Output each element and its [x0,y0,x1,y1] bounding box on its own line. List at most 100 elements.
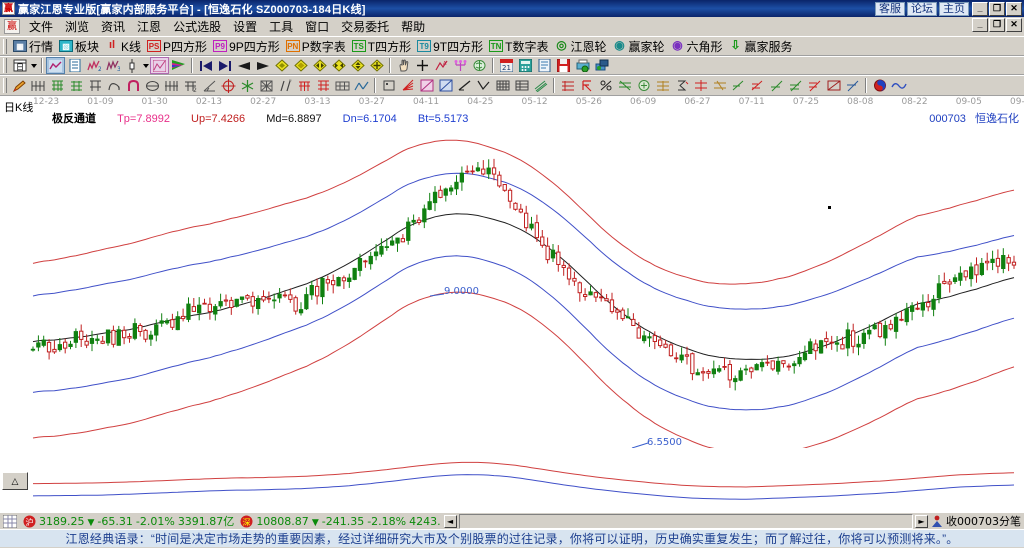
dropdown-arrow-icon[interactable] [141,57,150,74]
ladder-icon[interactable] [512,77,531,94]
slope-7-icon[interactable] [843,77,862,94]
hand-pan-icon[interactable] [394,57,413,74]
circle-gold-icon[interactable] [634,77,653,94]
toolbar-button-9t-square[interactable]: T9 9T四方形 [414,37,486,56]
toolbar-button-winner-wheel[interactable]: ◉ 赢家轮 [609,37,667,56]
wave-blue-icon[interactable] [889,77,908,94]
box-blue-icon[interactable] [436,77,455,94]
gann-angle-icon[interactable] [86,77,105,94]
curve-icon[interactable] [105,77,124,94]
maximize-button[interactable]: ❐ [989,1,1005,16]
reverse-icon[interactable] [577,77,596,94]
ellipse-icon[interactable] [143,77,162,94]
fib-red-1-icon[interactable] [295,77,314,94]
shrink-h-icon[interactable] [329,57,348,74]
toolbar-button-hexagon[interactable]: ◉ 六角形 [668,37,726,56]
matrix-icon[interactable] [493,77,512,94]
line-up-icon[interactable] [455,77,474,94]
print-icon[interactable] [573,57,592,74]
next-arrow-icon[interactable] [253,57,272,74]
menu-gann[interactable]: 江恩 [137,19,162,34]
indicator-a-icon[interactable]: 2 [84,57,103,74]
fib-red-2-icon[interactable] [314,77,333,94]
indicator-b-icon[interactable]: 3 [103,57,122,74]
toolbar-button-market[interactable]: ▦ 行情 [10,37,56,56]
toolbar-button-t-number-table[interactable]: TN T数字表 [486,37,551,56]
gold-band-icon[interactable] [710,77,729,94]
status-grid-icon[interactable] [0,514,20,528]
crosshair-plus-icon[interactable] [413,57,432,74]
toolbar-grip[interactable] [3,78,7,93]
menu-browse[interactable]: 浏览 [65,19,90,34]
chart-toggle-icon[interactable] [46,57,65,74]
star-icon[interactable] [238,77,257,94]
tree-mark-icon[interactable] [451,57,470,74]
gold-level-icon[interactable] [653,77,672,94]
mdi-minimize-button[interactable]: _ [972,18,988,32]
mdi-app-icon[interactable] [4,18,20,34]
menu-file[interactable]: 文件 [29,19,54,34]
menu-settings[interactable]: 设置 [233,19,258,34]
dropdown-arrow-icon[interactable] [29,57,38,74]
gann-box-1-icon[interactable] [48,77,67,94]
calendar-day-icon[interactable]: 日 [10,57,29,74]
level-icon[interactable] [615,77,634,94]
status-right-info[interactable]: 收000703分笔 [928,513,1024,529]
wave-icon[interactable] [352,77,371,94]
grid-lines-icon[interactable] [162,77,181,94]
toolbar-button-t-square[interactable]: TS T四方形 [349,37,414,56]
report-icon[interactable] [65,57,84,74]
mdi-restore-button[interactable]: ❐ [989,18,1005,32]
crosshair-box-icon[interactable] [150,57,169,74]
last-page-icon[interactable] [215,57,234,74]
status-ticker-area[interactable] [458,513,913,529]
status-index-sz[interactable]: 深 10808.87 -241.35 -2.18% 4243. [237,515,443,528]
line-down-icon[interactable] [474,77,493,94]
header-link-home[interactable]: 主页 [939,1,969,16]
chart-scroll-up-button[interactable]: △ [2,472,28,490]
toolbar-button-p-square[interactable]: PS P四方形 [144,37,210,56]
mdi-close-button[interactable]: ✕ [1006,18,1022,32]
menu-tools[interactable]: 工具 [269,19,294,34]
toolbar-button-p-number-table[interactable]: PN P数字表 [283,37,349,56]
multi-line-icon[interactable] [531,77,550,94]
circle-target-icon[interactable] [219,77,238,94]
peak-mark-icon[interactable]: A [432,57,451,74]
candle-icon[interactable] [122,57,141,74]
minimize-button[interactable]: _ [972,1,988,16]
slope-1-icon[interactable] [729,77,748,94]
slope-4-icon[interactable] [786,77,805,94]
move-all-icon[interactable] [367,57,386,74]
pen-icon[interactable] [10,77,29,94]
color-flag-icon[interactable] [169,57,188,74]
zoom-diamond-1-icon[interactable] [272,57,291,74]
grid-red-icon[interactable] [333,77,352,94]
box-pink-icon[interactable] [417,77,436,94]
menu-trade[interactable]: 交易委托 [341,19,390,34]
chart-panel[interactable]: 日K线 12-23 01-09 01-30 02-13 02-27 03-13 03-27 0… [0,96,1024,512]
percent-band-icon[interactable] [558,77,577,94]
note-icon[interactable] [535,57,554,74]
sigma-icon[interactable] [672,77,691,94]
slope-2-icon[interactable] [748,77,767,94]
parallel-icon[interactable]: " [276,77,295,94]
toolbar-button-kline[interactable]: ıl K线 [102,37,144,56]
percent-icon[interactable] [596,77,615,94]
export-icon[interactable] [592,57,611,74]
angle-icon[interactable] [200,77,219,94]
toolbar-button-9p-square[interactable]: P9 9P四方形 [210,37,283,56]
gann-fan-icon[interactable] [29,77,48,94]
red-level-icon[interactable] [691,77,710,94]
gann-box-2-icon[interactable] [67,77,86,94]
menu-formula-screen[interactable]: 公式选股 [173,19,222,34]
status-index-sh[interactable]: 沪 3189.25 -65.31 -2.01% 3391.87亿 [20,513,237,529]
zoom-diamond-2-icon[interactable] [291,57,310,74]
save-red-icon[interactable] [554,57,573,74]
toolbar-grip[interactable] [3,58,7,73]
expand-v-icon[interactable] [348,57,367,74]
menu-help[interactable]: 帮助 [401,19,426,34]
fan-red-icon[interactable] [398,77,417,94]
calendar-21-icon[interactable]: 21 [497,57,516,74]
slope-5-icon[interactable] [805,77,824,94]
first-page-icon[interactable] [196,57,215,74]
